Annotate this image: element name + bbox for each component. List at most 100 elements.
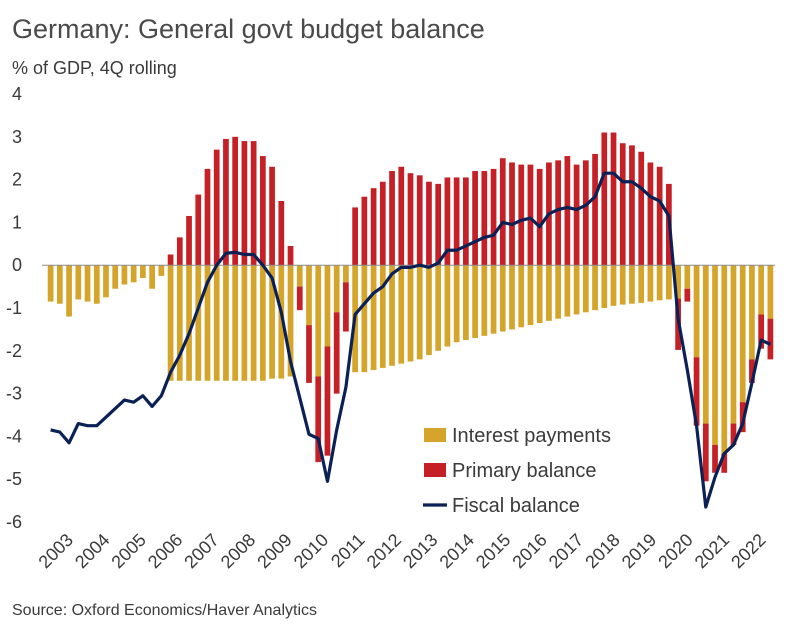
x-tick-label: 2006 bbox=[144, 530, 186, 572]
primary-bar bbox=[758, 314, 765, 349]
primary-bar bbox=[730, 423, 737, 445]
interest-bar bbox=[47, 265, 54, 302]
interest-bar bbox=[730, 265, 737, 424]
legend-label-primary: Primary balance bbox=[452, 460, 597, 482]
primary-bar bbox=[767, 318, 774, 360]
interest-bar bbox=[601, 265, 608, 308]
interest-bar bbox=[684, 265, 691, 289]
interest-bar bbox=[232, 265, 239, 381]
primary-bar bbox=[453, 177, 460, 266]
interest-bar bbox=[555, 265, 561, 319]
interest-bar bbox=[675, 265, 681, 299]
primary-bar bbox=[407, 173, 414, 266]
interest-bar bbox=[213, 265, 220, 381]
interest-bar bbox=[204, 265, 211, 381]
x-tick-label: 2019 bbox=[618, 530, 660, 572]
interest-bar bbox=[296, 265, 303, 287]
primary-bar bbox=[324, 346, 331, 456]
primary-bar bbox=[315, 376, 322, 463]
primary-bar bbox=[536, 168, 543, 266]
interest-bar bbox=[343, 265, 349, 283]
x-tick-label: 2009 bbox=[253, 530, 295, 572]
interest-bar bbox=[739, 265, 746, 403]
primary-bar bbox=[749, 359, 755, 383]
interest-bar bbox=[121, 265, 128, 285]
chart-title: Germany: General govt budget balance bbox=[12, 14, 485, 44]
interest-bar bbox=[509, 265, 515, 330]
primary-bar bbox=[398, 166, 405, 266]
interest-bars bbox=[47, 265, 774, 454]
primary-bar bbox=[278, 201, 285, 266]
interest-bar bbox=[149, 265, 155, 289]
primary-bar bbox=[499, 158, 506, 266]
y-tick-label: -5 bbox=[6, 469, 22, 489]
legend-label-fiscal: Fiscal balance bbox=[452, 495, 580, 517]
interest-bar bbox=[93, 265, 100, 304]
y-tick-label: 2 bbox=[12, 170, 22, 190]
interest-bar bbox=[84, 265, 91, 302]
interest-bar bbox=[518, 265, 525, 328]
primary-bar bbox=[204, 168, 211, 266]
legend: Interest payments Primary balance Fiscal… bbox=[423, 425, 611, 517]
interest-bar bbox=[444, 265, 451, 347]
y-axis: 4 3 2 1 0 -1 -2 -3 -4 -5 -6 bbox=[6, 84, 22, 532]
primary-bars bbox=[167, 132, 774, 482]
interest-bar bbox=[610, 265, 617, 306]
fiscal-balance-line bbox=[50, 171, 772, 509]
x-tick-label: 2020 bbox=[654, 530, 696, 572]
legend-label-interest: Interest payments bbox=[452, 425, 611, 447]
y-tick-label: 4 bbox=[12, 84, 22, 104]
x-tick-label: 2008 bbox=[217, 530, 259, 572]
interest-bar bbox=[167, 265, 174, 381]
interest-bar bbox=[389, 265, 395, 366]
interest-bar bbox=[582, 265, 589, 313]
x-tick-label: 2011 bbox=[327, 530, 369, 572]
interest-bar bbox=[712, 265, 718, 445]
interest-bar bbox=[241, 265, 248, 381]
interest-bar bbox=[499, 265, 506, 332]
x-tick-label: 2021 bbox=[691, 530, 733, 572]
y-tick-label: 1 bbox=[12, 212, 22, 232]
primary-bar bbox=[343, 282, 349, 332]
interest-bar bbox=[223, 265, 229, 381]
primary-bar bbox=[582, 160, 589, 266]
interest-bar bbox=[140, 265, 146, 279]
primary-bar bbox=[232, 136, 239, 266]
interest-bar bbox=[619, 265, 626, 305]
interest-bar bbox=[250, 265, 257, 381]
primary-bar bbox=[463, 177, 469, 266]
x-tick-label: 2010 bbox=[290, 530, 332, 572]
primary-bar bbox=[527, 164, 534, 266]
y-tick-label: 0 bbox=[12, 255, 22, 275]
y-tick-label: -3 bbox=[6, 384, 22, 404]
primary-bar bbox=[693, 357, 700, 426]
x-tick-label: 2014 bbox=[436, 530, 478, 572]
interest-bar bbox=[749, 265, 755, 360]
primary-bar bbox=[379, 181, 386, 266]
interest-bar bbox=[370, 265, 377, 371]
interest-bar bbox=[564, 265, 571, 317]
interest-bar bbox=[269, 265, 275, 379]
primary-bar bbox=[684, 288, 691, 302]
primary-bar bbox=[472, 171, 478, 266]
interest-bar bbox=[546, 265, 552, 321]
interest-bar bbox=[527, 265, 534, 326]
primary-bar bbox=[223, 138, 229, 266]
x-tick-label: 2015 bbox=[472, 530, 514, 572]
primary-bar bbox=[269, 166, 275, 266]
primary-bar bbox=[435, 183, 442, 266]
primary-bar bbox=[490, 168, 497, 266]
x-tick-label: 2004 bbox=[71, 530, 113, 572]
interest-bar bbox=[259, 265, 266, 381]
interest-bar bbox=[573, 265, 580, 315]
interest-bar bbox=[75, 265, 82, 300]
interest-bar bbox=[103, 265, 109, 298]
primary-bar bbox=[647, 162, 654, 266]
interest-bar bbox=[592, 265, 598, 311]
interest-bar bbox=[721, 265, 728, 454]
interest-bar bbox=[158, 265, 165, 276]
interest-bar bbox=[56, 265, 63, 304]
primary-bar bbox=[296, 286, 303, 311]
interest-bar bbox=[472, 265, 478, 338]
